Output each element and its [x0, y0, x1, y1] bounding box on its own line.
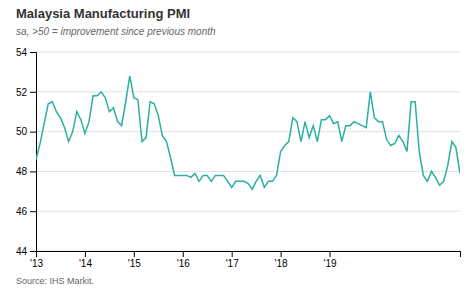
tick-label: 54	[16, 47, 28, 58]
tick-mark	[281, 251, 282, 257]
tick: 48	[16, 166, 36, 177]
source: Source: IHS Markit.	[16, 276, 94, 286]
tick-mark	[183, 251, 184, 257]
tick-label: 52	[16, 87, 28, 98]
tick-mark	[30, 211, 36, 212]
tick-label: 48	[16, 166, 28, 177]
tick-label: '14	[79, 258, 92, 269]
tick: 44	[16, 246, 36, 257]
tick: 54	[16, 47, 36, 58]
tick-mark	[85, 251, 86, 257]
tick: '16	[177, 251, 190, 269]
title: Malaysia Manufacturing PMI	[16, 6, 190, 21]
tick-label: '19	[324, 258, 337, 269]
tick-label: '18	[275, 258, 288, 269]
grid-line	[36, 91, 460, 92]
y-axis: 44 46 48 50 52 54	[16, 47, 37, 257]
tick: '19	[324, 251, 337, 269]
tick-mark	[134, 251, 135, 257]
tick: 52	[16, 87, 36, 98]
chart: Malaysia Manufacturing PMI sa, >50 = impr…	[0, 0, 474, 291]
tick-mark	[30, 52, 36, 53]
tick-mark	[30, 171, 36, 172]
tick: '15	[128, 251, 141, 269]
tick-mark	[30, 92, 36, 93]
tick: 46	[16, 206, 36, 217]
grid-line	[36, 211, 460, 212]
grid	[36, 52, 460, 251]
subtitle: sa, >50 = improvement since previous mon…	[16, 26, 216, 37]
axis-line	[37, 252, 461, 258]
tick: '13	[30, 251, 43, 269]
tick-mark	[36, 251, 37, 257]
tick-label: '13	[30, 258, 43, 269]
line	[36, 76, 460, 189]
x-axis: '13 '14 '15 '16 '17 '18 '19	[30, 251, 461, 269]
axis-line	[30, 53, 37, 252]
tick-label: '16	[177, 258, 190, 269]
tick: '17	[226, 251, 239, 269]
marks	[36, 76, 460, 189]
tick-label: '15	[128, 258, 141, 269]
tick: '14	[79, 251, 92, 269]
tick-mark	[232, 251, 233, 257]
tick-label: '17	[226, 258, 239, 269]
tick-label: 46	[16, 206, 28, 217]
tick-mark	[30, 251, 36, 252]
tick: '18	[275, 251, 288, 269]
plot-area: 44 46 48 50 52 54 '13 '14 '15 '16 '17 '18 '19	[16, 47, 461, 269]
tick-label: 50	[16, 126, 28, 137]
grid-line	[36, 52, 460, 53]
tick-label: 44	[16, 246, 28, 257]
tick: 50	[16, 126, 36, 137]
grid-line	[36, 171, 460, 172]
tick-mark	[330, 251, 331, 257]
grid-line	[36, 131, 460, 132]
tick-mark	[30, 132, 36, 133]
